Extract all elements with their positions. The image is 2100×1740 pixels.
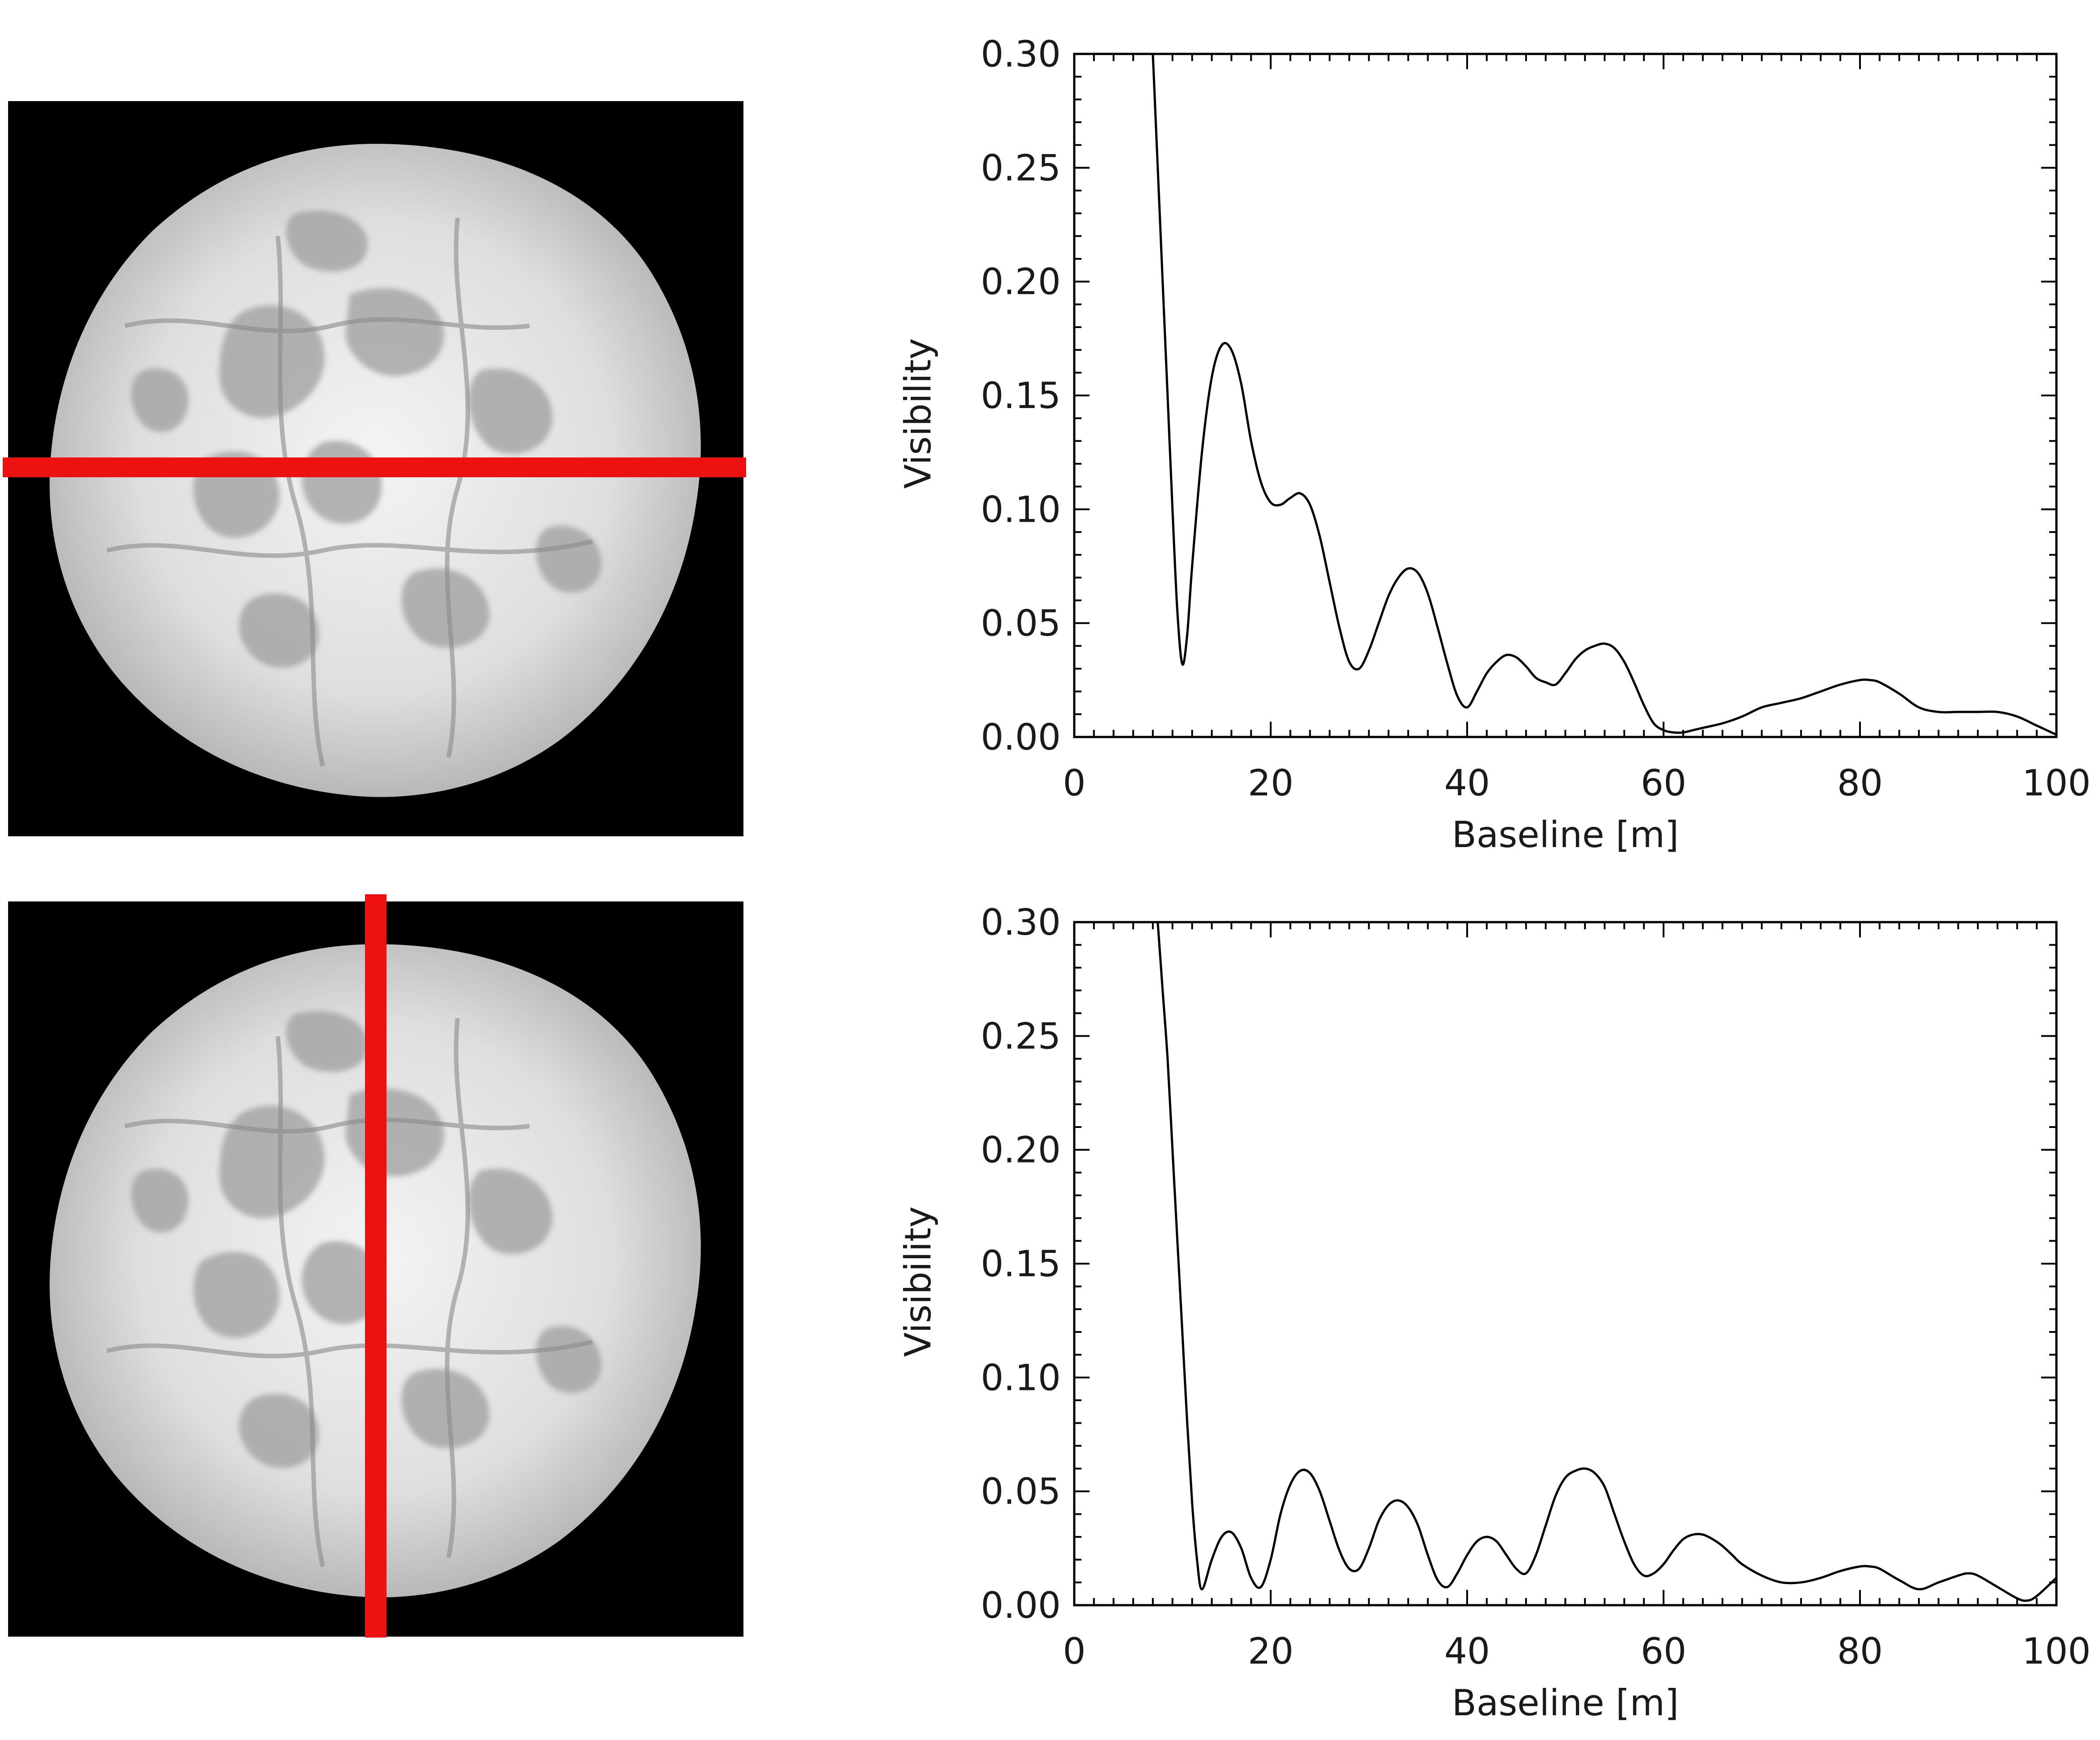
y-tick-label: 0.00 bbox=[981, 716, 1061, 758]
y-tick-label: 0.10 bbox=[981, 488, 1061, 530]
y-tick-label: 0.00 bbox=[981, 1585, 1061, 1626]
x-tick-label: 80 bbox=[1837, 1630, 1883, 1672]
cut-line-vertical bbox=[365, 894, 387, 1638]
y-tick-label: 0.15 bbox=[981, 375, 1061, 417]
x-tick-label: 20 bbox=[1248, 1630, 1294, 1672]
y-tick-label: 0.20 bbox=[981, 261, 1061, 303]
y-tick-label: 0.20 bbox=[981, 1129, 1061, 1171]
y-tick-label: 0.25 bbox=[981, 1015, 1061, 1057]
y-tick-label: 0.05 bbox=[981, 1471, 1061, 1513]
y-tick-label: 0.25 bbox=[981, 147, 1061, 189]
y-tick-label: 0.30 bbox=[981, 901, 1061, 943]
x-tick-label: 60 bbox=[1641, 762, 1686, 804]
y-axis-label: Visibility bbox=[897, 1206, 939, 1357]
chart-svg: 0 20 40 60 80 100 0.00 0.05 0.10 0.15 0.20 0.25 0.30… bbox=[897, 901, 2091, 1724]
x-tick-label: 100 bbox=[2022, 1630, 2091, 1672]
plot-frame bbox=[1073, 921, 2058, 1607]
x-tick-label: 40 bbox=[1444, 1630, 1490, 1672]
y-tick-label: 0.15 bbox=[981, 1243, 1061, 1285]
y-tick-label: 0.05 bbox=[981, 603, 1061, 644]
plot-frame bbox=[1073, 53, 2058, 738]
x-axis-label: Baseline [m] bbox=[1452, 1682, 1679, 1724]
y-tick-label: 0.10 bbox=[981, 1357, 1061, 1398]
x-tick-label: 40 bbox=[1444, 762, 1490, 804]
y-tick-label: 0.30 bbox=[981, 33, 1061, 75]
x-tick-label: 60 bbox=[1641, 1630, 1686, 1672]
visibility-chart-horizontal-cut: 0 20 40 60 80 100 0.00 0.05 0.10 0.15 0.20 0.25 0.30… bbox=[876, 27, 2100, 890]
x-tick-label: 100 bbox=[2022, 762, 2091, 804]
visibility-curve bbox=[1157, 922, 2056, 1602]
chart-svg: 0 20 40 60 80 100 0.00 0.05 0.10 0.15 0.20 0.25 0.30… bbox=[897, 33, 2091, 856]
cut-line-horizontal bbox=[3, 457, 746, 477]
x-tick-label: 20 bbox=[1248, 762, 1294, 804]
x-tick-label: 0 bbox=[1063, 762, 1086, 804]
visibility-curve bbox=[1152, 54, 2056, 736]
x-tick-label: 80 bbox=[1837, 762, 1883, 804]
x-tick-label: 0 bbox=[1063, 1630, 1086, 1672]
visibility-chart-vertical-cut: 0 20 40 60 80 100 0.00 0.05 0.10 0.15 0.20 0.25 0.30… bbox=[876, 895, 2100, 1740]
y-axis-label: Visibility bbox=[897, 338, 939, 488]
x-axis-label: Baseline [m] bbox=[1452, 814, 1679, 856]
